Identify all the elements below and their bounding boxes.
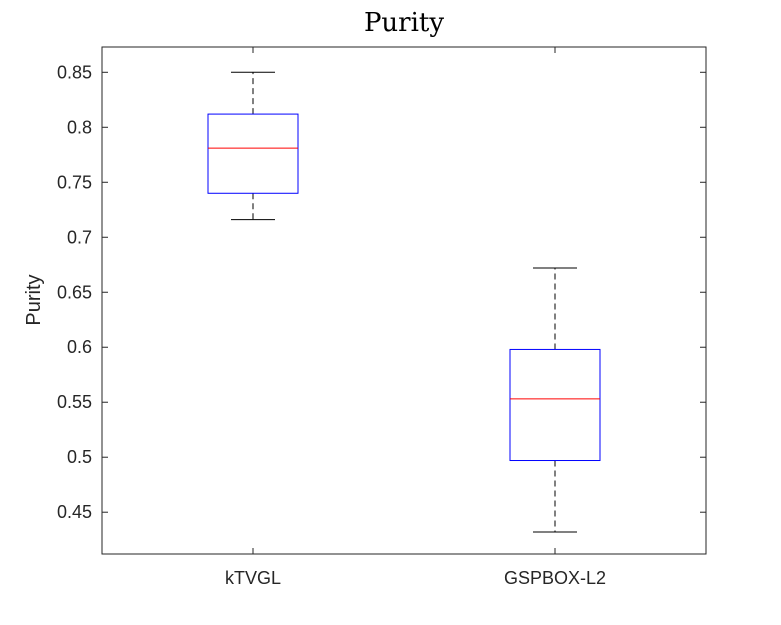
- chart-title: Purity: [364, 8, 444, 38]
- y-tick-label: 0.75: [57, 172, 92, 192]
- y-tick-label: 0.55: [57, 392, 92, 412]
- y-tick-label: 0.6: [67, 337, 92, 357]
- y-tick-label: 0.45: [57, 502, 92, 522]
- y-tick-label: 0.5: [67, 447, 92, 467]
- x-tick-label: kTVGL: [225, 568, 281, 588]
- box-iqr: [207, 113, 299, 194]
- box-iqr: [509, 348, 601, 462]
- y-axis-label: Purity: [23, 274, 45, 325]
- x-tick-label: GSPBOX-L2: [504, 568, 606, 588]
- plot-area-frame: [101, 46, 707, 555]
- chart-marks: 0.45 0.5 0.55 0.6 0.65 0.7 0.75 0.8 0.85 kTVGL GSP…: [57, 47, 706, 588]
- y-tick-label: 0.8: [67, 117, 92, 137]
- y-tick-label: 0.65: [57, 282, 92, 302]
- y-tick-label: 0.7: [67, 227, 92, 247]
- y-tick-label: 0.85: [57, 62, 92, 82]
